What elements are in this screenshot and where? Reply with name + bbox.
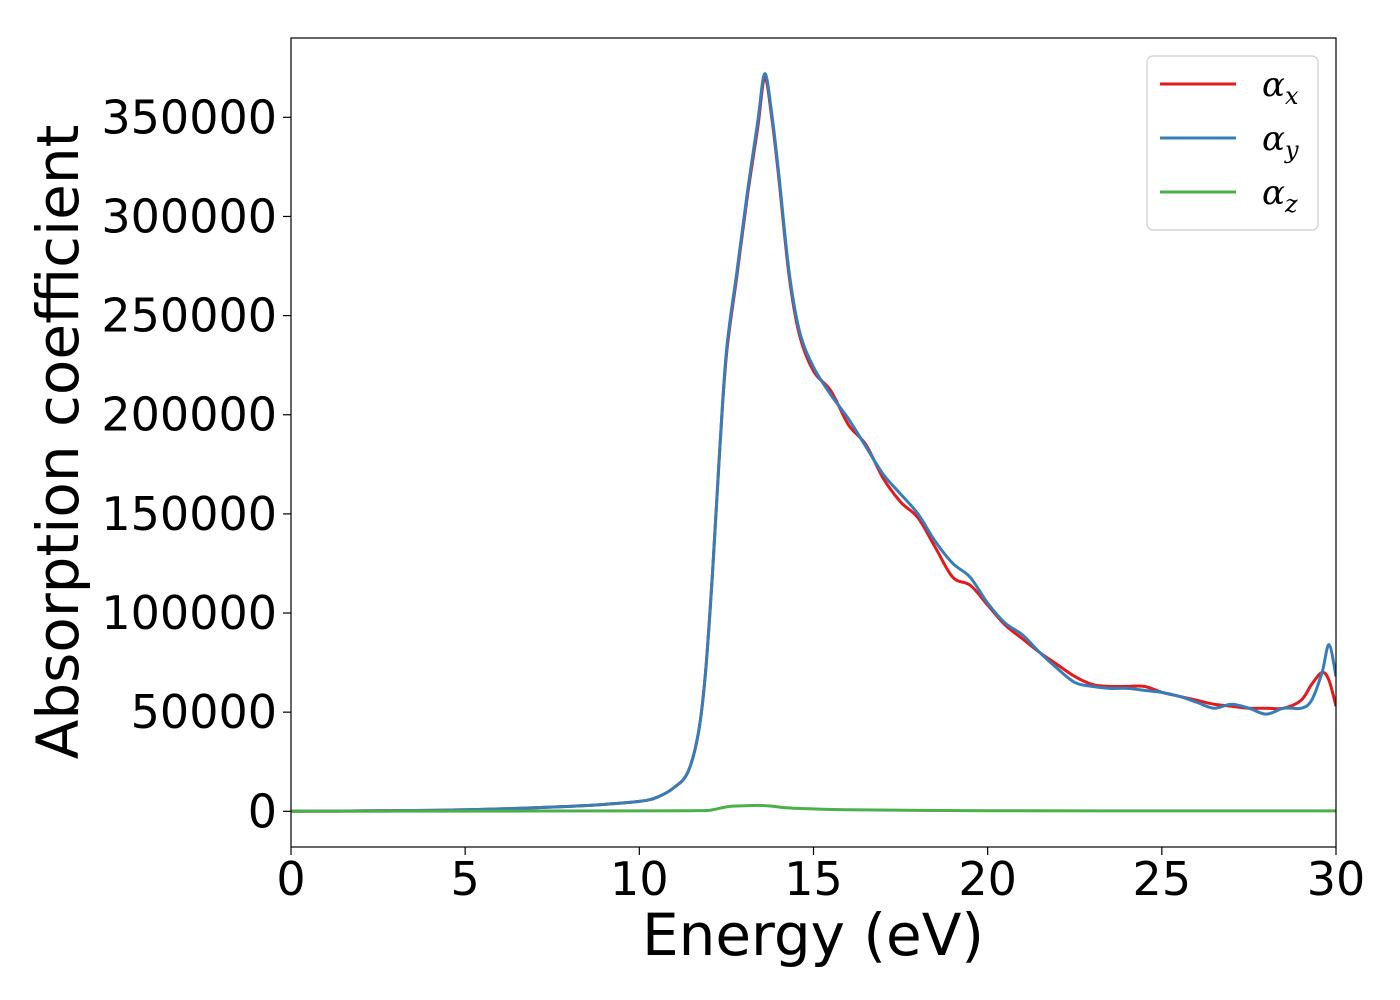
x-tick-label: 25 xyxy=(1133,852,1192,906)
x-tick-label: 15 xyxy=(784,852,843,906)
x-tick-label: 0 xyxy=(276,852,305,906)
x-tick-label: 20 xyxy=(958,852,1017,906)
x-axis-ticks: 0 5 10 15 20 25 30 xyxy=(276,847,1365,906)
y-axis-ticks: 0 50000 100000 150000 200000 250000 300000 3500… xyxy=(101,90,291,838)
x-tick-label: 10 xyxy=(610,852,669,906)
x-axis-label: Energy (eV) xyxy=(642,901,984,969)
y-tick-label: 200000 xyxy=(101,388,277,442)
y-tick-label: 250000 xyxy=(101,289,277,343)
legend-box xyxy=(1146,55,1319,231)
y-tick-label: 100000 xyxy=(101,586,277,640)
series-line-z xyxy=(291,803,1336,813)
y-tick-label: 150000 xyxy=(101,487,277,541)
y-tick-label: 0 xyxy=(248,784,277,838)
series-line-y xyxy=(291,72,1336,813)
y-tick-label: 50000 xyxy=(131,685,277,739)
x-tick-label: 30 xyxy=(1307,852,1366,906)
y-tick-label: 300000 xyxy=(101,189,277,243)
y-axis-label: Absorption coefficient xyxy=(24,125,92,760)
x-tick-label: 5 xyxy=(451,852,480,906)
y-tick-label: 350000 xyxy=(101,90,277,144)
